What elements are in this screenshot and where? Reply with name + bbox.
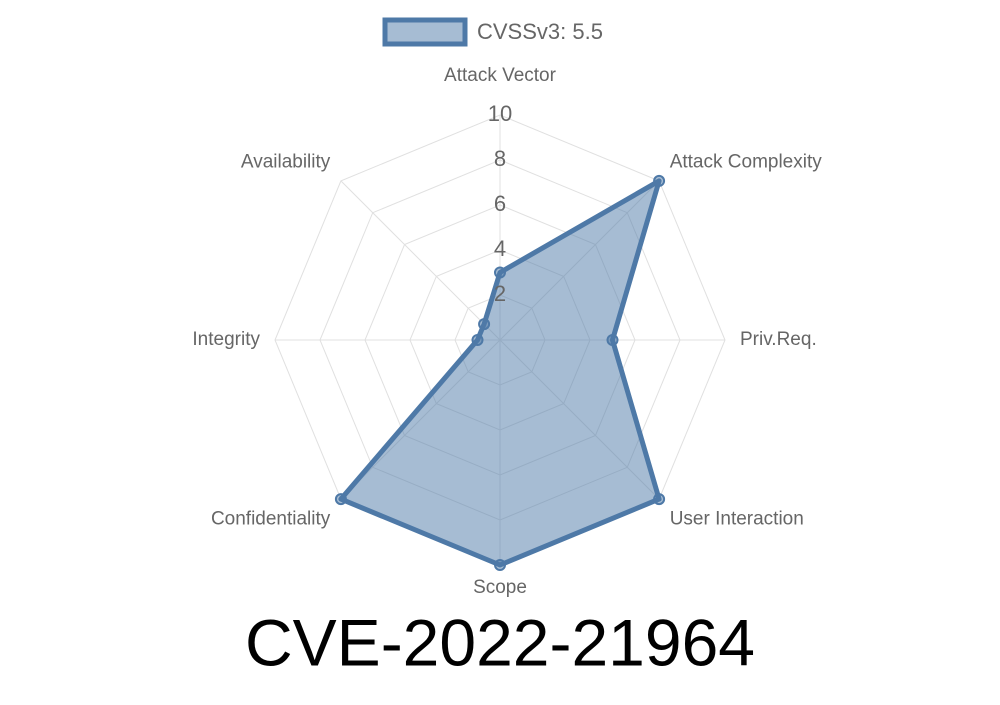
r-tick-label: 8 — [494, 146, 506, 171]
r-tick-label: 2 — [494, 281, 506, 306]
legend-swatch — [382, 17, 468, 47]
r-tick-label: 6 — [494, 191, 506, 216]
data-point — [653, 174, 666, 187]
axis-label: Availability — [241, 151, 331, 172]
axis-label: User Interaction — [670, 509, 804, 530]
chart-title: CVE-2022-21964 — [245, 605, 755, 679]
axis-label: Scope — [473, 577, 527, 598]
data-point — [494, 266, 506, 279]
spoke — [340, 180, 501, 341]
axis-label: Attack Vector — [444, 65, 557, 86]
data-point — [478, 318, 491, 331]
axis-label: Attack Complexity — [670, 151, 823, 172]
axis-label: Confidentiality — [211, 509, 331, 530]
data-point — [606, 334, 619, 346]
r-tick-label: 10 — [488, 101, 512, 126]
data-point — [653, 493, 666, 506]
axis-label: Integrity — [192, 329, 260, 350]
data-point — [494, 559, 506, 571]
data-point — [334, 493, 347, 506]
legend-label: CVSSv3: 5.5 — [477, 19, 603, 44]
r-tick-label: 4 — [494, 236, 506, 261]
axis-label: Priv.Req. — [740, 329, 817, 350]
data-point — [471, 334, 484, 346]
